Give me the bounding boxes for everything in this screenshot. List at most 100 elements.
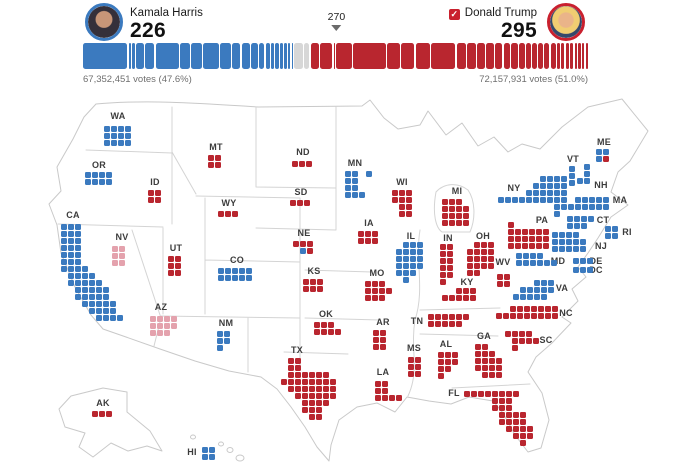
ev-square <box>330 379 336 385</box>
ev-square <box>513 391 519 397</box>
ev-square <box>92 411 98 417</box>
rep-bar-segment[interactable] <box>310 43 319 69</box>
state-label-ID: ID <box>150 177 160 187</box>
rep-bar-segment[interactable] <box>466 43 476 69</box>
dem-bar-segment[interactable] <box>220 43 231 69</box>
state-label-NJ: NJ <box>595 241 607 251</box>
ev-square <box>456 220 462 226</box>
dem-bar-segment[interactable] <box>83 43 128 69</box>
rep-bar-segment[interactable] <box>430 43 456 69</box>
ev-square <box>488 242 494 248</box>
rep-bar-segment[interactable] <box>336 43 352 69</box>
ev-square <box>415 357 421 363</box>
rep-bar-segment[interactable] <box>333 43 335 69</box>
rep-bar-segment[interactable] <box>519 43 525 69</box>
dem-bar-segment[interactable] <box>288 43 291 69</box>
ev-square <box>292 161 298 167</box>
ev-square <box>155 197 161 203</box>
rep-bar-segment[interactable] <box>544 43 550 69</box>
ev-square <box>379 288 385 294</box>
ev-square <box>497 274 503 280</box>
ev-square <box>428 321 434 327</box>
ev-square <box>540 197 546 203</box>
ev-square <box>492 398 498 404</box>
rep-bar-segment[interactable] <box>320 43 333 69</box>
ev-square <box>515 236 521 242</box>
ev-square <box>506 412 512 418</box>
rep-bar-segment[interactable] <box>415 43 430 69</box>
ev-square <box>499 419 505 425</box>
dem-bar-segment[interactable] <box>232 43 241 69</box>
ev-square <box>596 156 602 162</box>
dem-bar-segment[interactable] <box>203 43 220 69</box>
ev-square <box>463 206 469 212</box>
uncalled-bar-segment[interactable] <box>304 43 310 69</box>
dem-bar-segment[interactable] <box>155 43 179 69</box>
dem-bar-segment[interactable] <box>190 43 203 69</box>
dem-bar-segment[interactable] <box>265 43 270 69</box>
rep-bar-segment[interactable] <box>486 43 494 69</box>
ev-square <box>470 295 476 301</box>
dem-bar-segment[interactable] <box>179 43 190 69</box>
rep-bar-segment[interactable] <box>503 43 511 69</box>
ev-square <box>504 281 510 287</box>
dem-bar-segment[interactable] <box>145 43 155 69</box>
ev-square <box>519 331 525 337</box>
rep-bar-segment[interactable] <box>578 43 581 69</box>
electoral-vote-bar[interactable] <box>83 43 589 69</box>
ev-square <box>541 294 547 300</box>
ev-square <box>547 197 553 203</box>
rep-bar-segment[interactable] <box>550 43 556 69</box>
ev-square <box>499 398 505 404</box>
ev-square <box>474 256 480 262</box>
dem-bar-segment[interactable] <box>250 43 258 69</box>
ev-square <box>584 171 590 177</box>
ev-square <box>106 179 112 185</box>
ev-square <box>510 313 516 319</box>
rep-bar-segment[interactable] <box>561 43 565 69</box>
ev-square <box>307 248 313 254</box>
rep-bar-segment[interactable] <box>511 43 518 69</box>
dem-bar-segment[interactable] <box>279 43 284 69</box>
rep-bar-segment[interactable] <box>570 43 574 69</box>
rep-bar-segment[interactable] <box>477 43 486 69</box>
ev-square <box>435 314 441 320</box>
ev-square <box>96 287 102 293</box>
dem-bar-segment[interactable] <box>291 43 294 69</box>
rep-bar-segment[interactable] <box>401 43 415 69</box>
rep-bar-segment[interactable] <box>526 43 532 69</box>
rep-bar-segment[interactable] <box>495 43 503 69</box>
dem-bar-segment[interactable] <box>270 43 275 69</box>
rep-bar-segment[interactable] <box>585 43 589 69</box>
ev-square <box>217 331 223 337</box>
ev-square <box>295 372 301 378</box>
dem-bar-segment[interactable] <box>284 43 287 69</box>
rep-bar-segment[interactable] <box>532 43 538 69</box>
ev-square <box>82 301 88 307</box>
ev-square <box>442 314 448 320</box>
rep-bar-segment[interactable] <box>556 43 561 69</box>
dem-bar-segment[interactable] <box>258 43 265 69</box>
ev-square <box>96 301 102 307</box>
dem-bar-segment[interactable] <box>275 43 279 69</box>
uncalled-bar-segment[interactable] <box>294 43 304 69</box>
rep-bar-segment[interactable] <box>581 43 585 69</box>
ev-square <box>442 295 448 301</box>
state-label-NY: NY <box>507 183 521 193</box>
dem-bar-segment[interactable] <box>241 43 250 69</box>
dem-bar-segment[interactable] <box>132 43 135 69</box>
rep-bar-segment[interactable] <box>538 43 544 69</box>
rep-bar-segment[interactable] <box>352 43 386 69</box>
dem-bar-segment[interactable] <box>128 43 132 69</box>
rep-bar-segment[interactable] <box>386 43 401 69</box>
ev-square <box>449 295 455 301</box>
ev-square <box>512 197 518 203</box>
ev-square <box>463 213 469 219</box>
rep-bar-segment[interactable] <box>456 43 466 69</box>
rep-bar-segment[interactable] <box>574 43 578 69</box>
rep-bar-segment[interactable] <box>565 43 569 69</box>
state-label-NE: NE <box>297 228 311 238</box>
ev-square <box>302 372 308 378</box>
dem-bar-segment[interactable] <box>135 43 145 69</box>
ev-square <box>99 411 105 417</box>
